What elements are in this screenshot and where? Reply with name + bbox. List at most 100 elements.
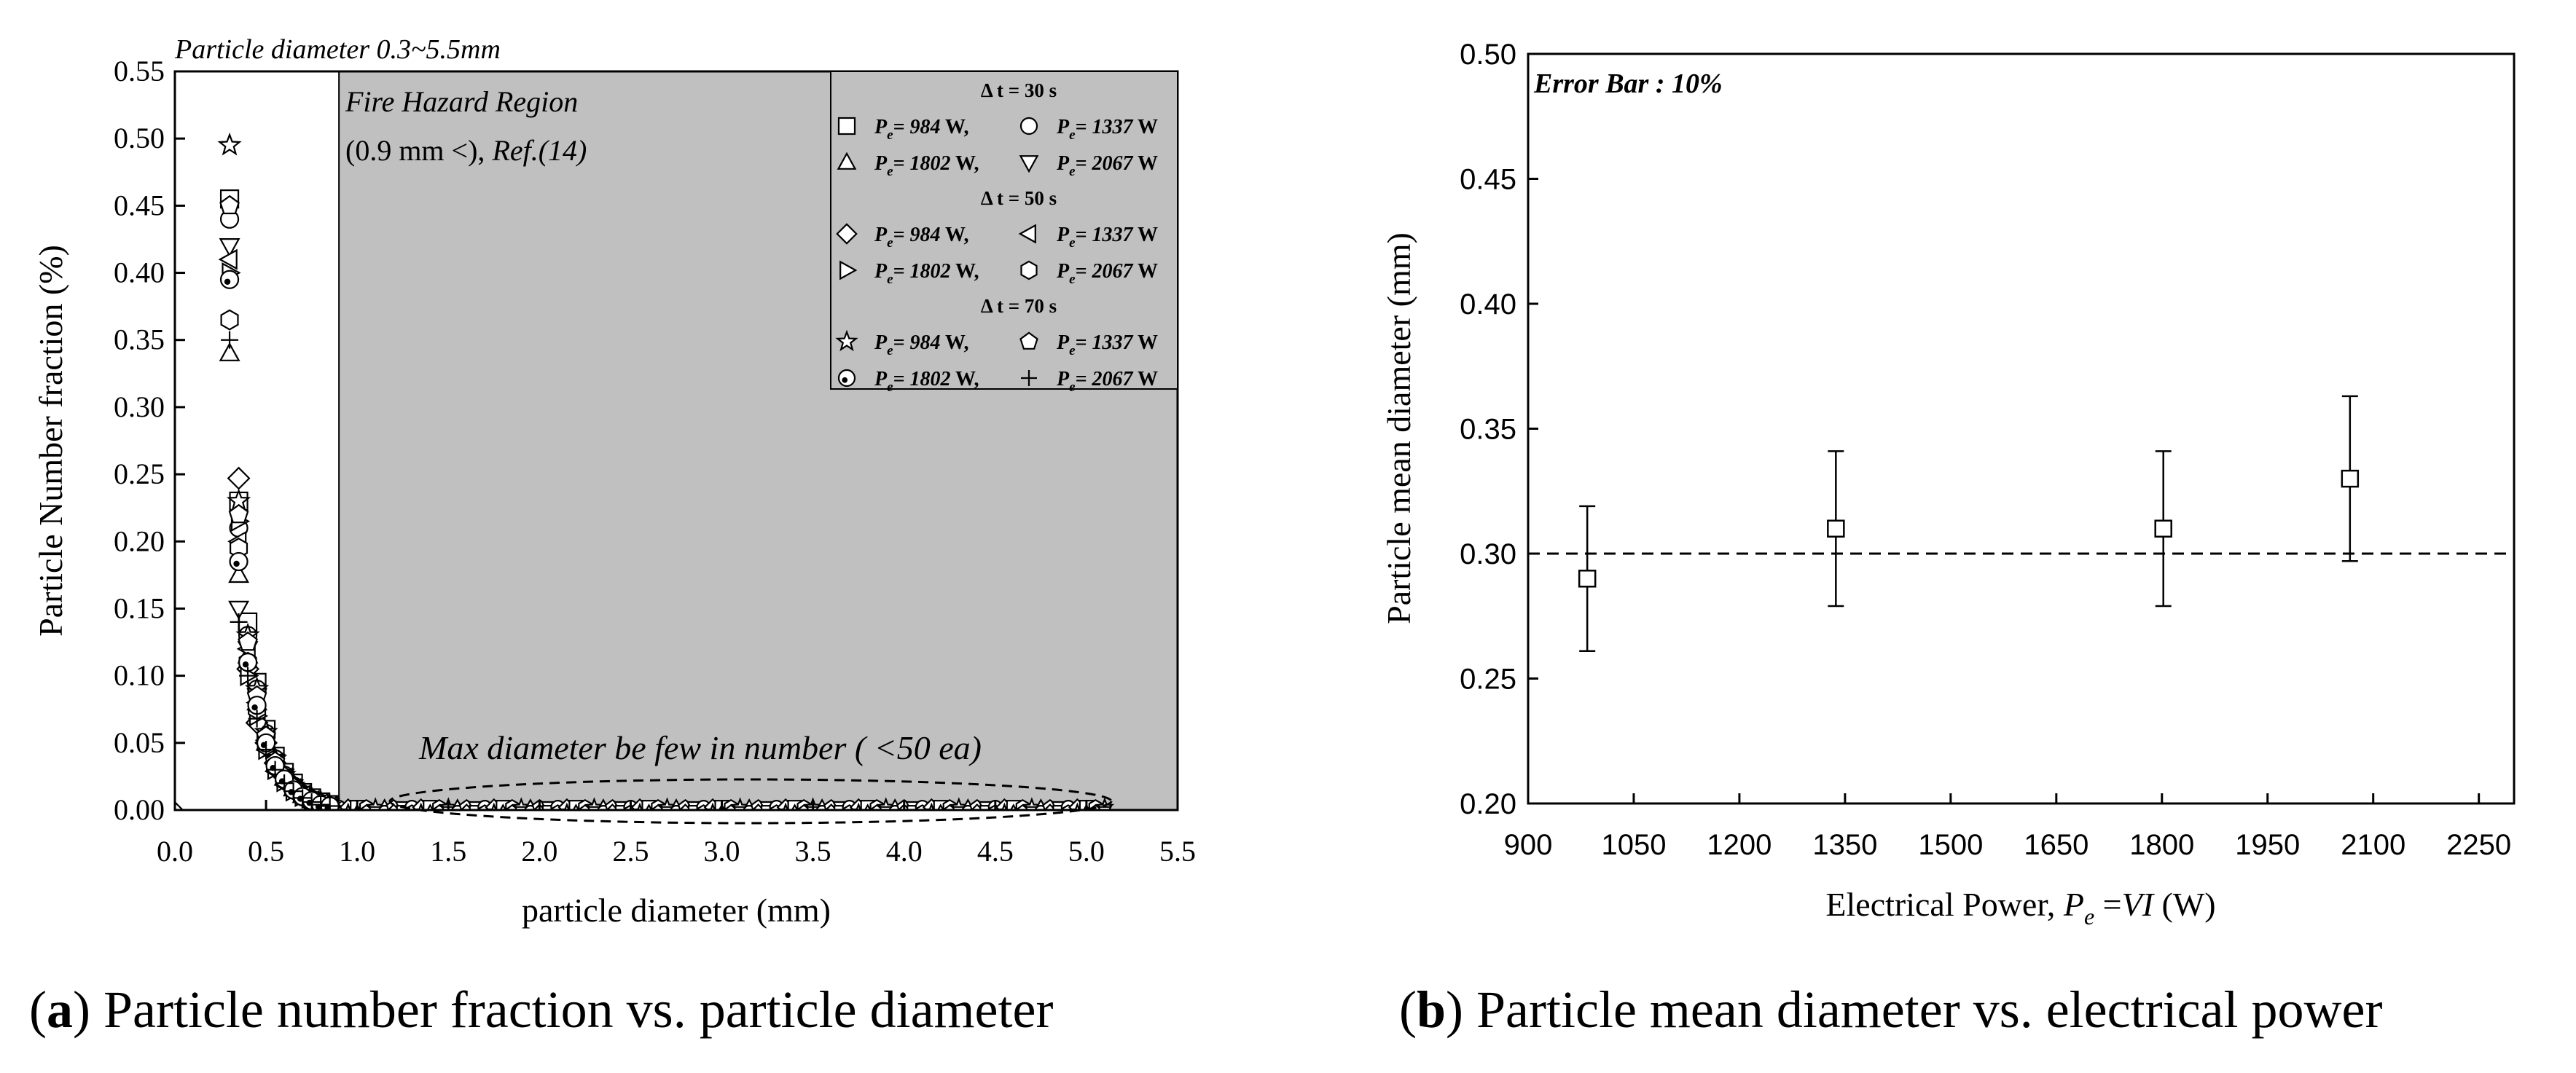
legend-label-unit: W,: [941, 331, 969, 354]
y-tick-label: 0.50: [114, 122, 165, 154]
chart-b-xlabel-vi: VI: [2122, 886, 2156, 923]
x-tick-label: 1.5: [430, 835, 466, 868]
legend-label: Pe= 984 W,: [874, 116, 968, 143]
legend-label-p: P: [874, 368, 888, 390]
legend-label-p: P: [874, 116, 888, 138]
legend-label-value: = 2067: [1076, 368, 1134, 390]
legend-label-p: P: [1056, 260, 1070, 283]
legend-label-p: P: [1056, 224, 1070, 246]
legend-marker-circle: [1019, 117, 1038, 135]
data-point-square: [1827, 519, 1845, 538]
y-tick-label: 0.25: [1460, 664, 1516, 696]
x-tick-label: 4.0: [886, 835, 923, 868]
tail-point: [864, 803, 872, 810]
legend-label: Pe= 2067 W: [1056, 260, 1158, 287]
legend-label-p: P: [1056, 116, 1070, 138]
x-tick-label: 1950: [2235, 829, 2300, 861]
y-tick-label: 0.10: [114, 659, 165, 692]
legend-label-sub: e: [1069, 235, 1076, 251]
tail-point: [614, 805, 629, 810]
x-tick-label: 5.0: [1068, 835, 1105, 868]
tail-point: [760, 805, 775, 810]
legend-marker-star: [835, 329, 858, 352]
chart-a-data-layer: [175, 132, 1115, 810]
data-point-triangle-up: [228, 563, 250, 583]
legend-marker-circle-dot: [837, 369, 856, 388]
data-point-plus: [284, 782, 302, 801]
data-point-plus: [248, 710, 266, 728]
legend-label-sub: e: [887, 272, 893, 287]
legend-label-value: = 984: [893, 331, 941, 354]
y-tick-label: 0.50: [1460, 39, 1516, 71]
legend-label-value: = 1337: [1076, 116, 1134, 138]
chart-a-ylabel: Particle Number fraction (%): [32, 245, 69, 637]
legend-label-unit: W: [1133, 116, 1159, 138]
data-point-circle-dot-ring: [229, 551, 248, 572]
data-point-circle-dot-dot: [224, 278, 231, 285]
legend-label-sub: e: [1069, 272, 1076, 287]
legend-label-sub: e: [887, 343, 893, 358]
legend-label-sub: e: [887, 380, 893, 395]
y-tick-label: 0.15: [114, 591, 165, 624]
y-tick-label: 0.40: [114, 256, 165, 289]
x-tick-label: 1050: [1601, 829, 1666, 861]
legend-label-unit: W: [1133, 368, 1159, 390]
legend-marker-square: [837, 117, 856, 135]
tail-point: [469, 805, 482, 810]
legend-marker-diamond: [836, 223, 858, 245]
legend-marker-triangle-up: [837, 152, 857, 170]
legend-box: [830, 71, 1178, 390]
chart-a-axes: 0.0 0.5 1.0 1.5 2.0 2.5 3.0 3.5 4.0 4.5 5.0 5.5 0.00…: [114, 55, 1196, 868]
data-point-diamond: [227, 466, 251, 490]
fire-hazard-label: Fire Hazard Region: [345, 85, 578, 118]
legend-label-p: P: [874, 224, 888, 246]
x-tick-label: 2.5: [612, 835, 649, 868]
x-tick-label: 3.0: [704, 835, 740, 868]
x-tick-label: 1.0: [339, 835, 375, 868]
x-tick-label: 5.5: [1159, 835, 1196, 868]
tail-point: [572, 803, 580, 810]
baseline-point: [175, 801, 184, 810]
legend-label-unit: W: [1133, 331, 1159, 354]
y-tick-label: 0.20: [1460, 788, 1516, 820]
legend-label-unit: W: [1133, 152, 1159, 175]
fire-hazard-ref: Ref.(14): [491, 134, 587, 167]
y-tick-label: 0.00: [114, 793, 165, 826]
chart-b-data-layer: [1578, 395, 2360, 653]
fire-hazard-range-text: (0.9 mm <),: [345, 134, 492, 167]
tail-point: [979, 805, 993, 810]
legend-label: Pe= 1337 W: [1056, 116, 1158, 143]
legend-group-header: Δ t = 50 s: [981, 187, 1057, 209]
data-point-square: [1578, 570, 1597, 588]
legend-label-value: = 1802: [893, 368, 951, 390]
legend-label-sub: e: [1069, 380, 1076, 395]
legend-label-sub: e: [1069, 127, 1076, 143]
legend-label-unit: W,: [941, 116, 969, 138]
max-diameter-ellipse: [388, 778, 1113, 825]
chart-b-frame: [1527, 52, 2516, 805]
legend-label-sub: e: [1069, 164, 1076, 179]
legend-marker-circle-dot-dot: [842, 377, 848, 383]
data-point-pentagon: [228, 503, 249, 524]
caption-b-label: b: [1416, 980, 1446, 1039]
legend-label-p: P: [1056, 368, 1070, 390]
caption-a: (a) Particle number fraction vs. particl…: [29, 980, 1054, 1039]
x-tick-label: 2250: [2446, 829, 2511, 861]
chart-b-xlabel-b: =: [2094, 886, 2121, 923]
legend-label-value: = 1802: [893, 260, 951, 283]
data-point-circle-dot: [247, 696, 267, 715]
tail-point: [1009, 803, 1017, 810]
legend-label-p: P: [1056, 331, 1070, 354]
data-point-pentagon: [238, 631, 258, 651]
x-tick-label: 2100: [2341, 829, 2405, 861]
chart-b-xlabel-c: (W): [2153, 886, 2216, 923]
legend-label-unit: W,: [941, 224, 969, 246]
tail-point: [499, 803, 507, 810]
legend-marker-triangle-right: [839, 260, 858, 280]
fire-hazard-range: (0.9 mm <), Ref.(14): [345, 134, 587, 167]
data-point-circle-dot-dot: [242, 661, 249, 668]
data-point-circle-dot-dot: [251, 704, 258, 711]
legend-marker-triangle-down: [1019, 155, 1039, 173]
legend-label: Pe= 984 W,: [874, 224, 968, 251]
data-point-triangle-down: [228, 600, 250, 620]
